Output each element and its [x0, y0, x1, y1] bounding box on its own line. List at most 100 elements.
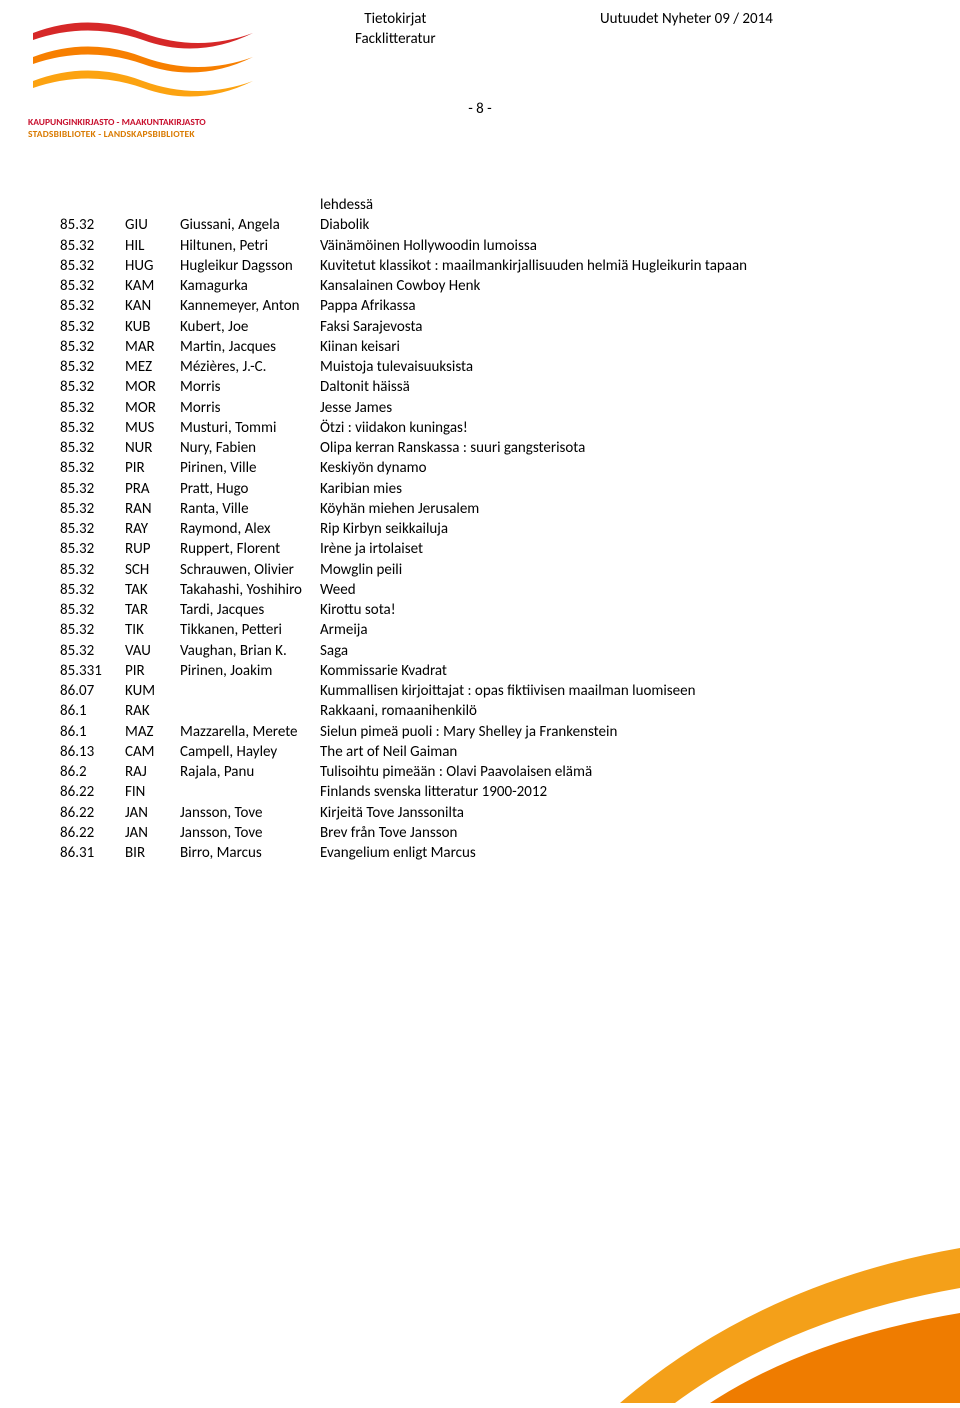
author-name: Jansson, Tove — [180, 803, 320, 823]
continuation-line: lehdessä — [320, 195, 900, 215]
author-name: Jansson, Tove — [180, 823, 320, 843]
class-code: 85.32 — [60, 458, 125, 478]
table-row: 85.32HILHiltunen, PetriVäinämöinen Holly… — [60, 236, 900, 256]
author-name: Mazzarella, Merete — [180, 722, 320, 742]
table-row: 86.1MAZMazzarella, MereteSielun pimeä pu… — [60, 722, 900, 742]
class-code: 85.32 — [60, 418, 125, 438]
author-name: Hugleikur Dagsson — [180, 256, 320, 276]
table-row: 85.32NURNury, FabienOlipa kerran Ranskas… — [60, 438, 900, 458]
author-name: Campell, Hayley — [180, 742, 320, 762]
author-abbr: JAN — [125, 823, 180, 843]
author-name: Schrauwen, Olivier — [180, 560, 320, 580]
table-row: 86.1RAK Rakkaani, romaanihenkilö — [60, 701, 900, 721]
class-code: 86.1 — [60, 722, 125, 742]
author-abbr: MEZ — [125, 357, 180, 377]
class-code: 85.32 — [60, 620, 125, 640]
book-title: Brev från Tove Jansson — [320, 823, 900, 843]
class-code: 86.1 — [60, 701, 125, 721]
table-row: 85.32HUGHugleikur DagssonKuvitetut klass… — [60, 256, 900, 276]
author-abbr: MOR — [125, 398, 180, 418]
author-abbr: RAN — [125, 499, 180, 519]
book-title: Kummallisen kirjoittajat : opas fiktiivi… — [320, 681, 900, 701]
table-row: 85.32GIUGiussani, AngelaDiabolik — [60, 215, 900, 235]
author-name: Musturi, Tommi — [180, 418, 320, 438]
book-title: Rakkaani, romaanihenkilö — [320, 701, 900, 721]
page-number: - 8 - — [0, 100, 960, 118]
library-logo: KAUPUNGINKIRJASTO - MAAKUNTAKIRJASTO STA… — [28, 15, 288, 141]
book-title: Jesse James — [320, 398, 900, 418]
author-abbr: TIK — [125, 620, 180, 640]
table-row: 85.32SCHSchrauwen, OlivierMowglin peili — [60, 560, 900, 580]
author-name: Martin, Jacques — [180, 337, 320, 357]
author-abbr: KUB — [125, 317, 180, 337]
book-title: Keskiyön dynamo — [320, 458, 900, 478]
book-title: Kirjeitä Tove Janssonilta — [320, 803, 900, 823]
author-abbr: MUS — [125, 418, 180, 438]
author-abbr: FIN — [125, 782, 180, 802]
class-code: 85.32 — [60, 438, 125, 458]
class-code: 85.32 — [60, 499, 125, 519]
author-abbr: RAK — [125, 701, 180, 721]
class-code: 86.2 — [60, 762, 125, 782]
book-title: Pappa Afrikassa — [320, 296, 900, 316]
book-title: Daltonit häissä — [320, 377, 900, 397]
class-code: 85.32 — [60, 317, 125, 337]
author-abbr: CAM — [125, 742, 180, 762]
header-title-line2: Facklitteratur — [355, 30, 436, 50]
author-abbr: BIR — [125, 843, 180, 863]
table-row: 86.07KUMKummallisen kirjoittajat : opas … — [60, 681, 900, 701]
book-title: Kansalainen Cowboy Henk — [320, 276, 900, 296]
author-abbr: RAY — [125, 519, 180, 539]
book-title: Kommissarie Kvadrat — [320, 661, 900, 681]
class-code: 85.32 — [60, 519, 125, 539]
book-title: Sielun pimeä puoli : Mary Shelley ja Fra… — [320, 722, 900, 742]
class-code: 86.22 — [60, 823, 125, 843]
book-title: Ötzi : viidakon kuningas! — [320, 418, 900, 438]
class-code: 86.22 — [60, 803, 125, 823]
table-row: 86.22JANJansson, ToveBrev från Tove Jans… — [60, 823, 900, 843]
book-title: Tulisoihtu pimeään : Olavi Paavolaisen e… — [320, 762, 900, 782]
book-title: Finlands svenska litteratur 1900-2012 — [320, 782, 900, 802]
book-title: Muistoja tulevaisuuksista — [320, 357, 900, 377]
author-name: Kannemeyer, Anton — [180, 296, 320, 316]
logo-waves-icon — [28, 15, 258, 105]
class-code: 85.32 — [60, 215, 125, 235]
book-title: Olipa kerran Ranskassa : suuri gangsteri… — [320, 438, 900, 458]
table-row: 85.32RUPRuppert, FlorentIrène ja irtolai… — [60, 539, 900, 559]
class-code: 85.32 — [60, 276, 125, 296]
class-code: 85.32 — [60, 337, 125, 357]
author-abbr: MAZ — [125, 722, 180, 742]
book-title: The art of Neil Gaiman — [320, 742, 900, 762]
author-name: Giussani, Angela — [180, 215, 320, 235]
table-row: 85.32RAYRaymond, AlexRip Kirbyn seikkail… — [60, 519, 900, 539]
table-row: 85.32MARMartin, JacquesKiinan keisari — [60, 337, 900, 357]
table-row: 85.32TIKTikkanen, PetteriArmeija — [60, 620, 900, 640]
class-code: 85.32 — [60, 357, 125, 377]
author-name: Pratt, Hugo — [180, 479, 320, 499]
table-row: 85.32MEZMézières, J.-C.Muistoja tulevais… — [60, 357, 900, 377]
book-title: Mowglin peili — [320, 560, 900, 580]
header-category: Tietokirjat Facklitteratur — [355, 10, 436, 49]
author-name: Tardi, Jacques — [180, 600, 320, 620]
author-abbr: VAU — [125, 641, 180, 661]
class-code: 86.07 — [60, 681, 125, 701]
table-row: 85.331PIRPirinen, JoakimKommissarie Kvad… — [60, 661, 900, 681]
author-name: Ranta, Ville — [180, 499, 320, 519]
class-code: 85.32 — [60, 256, 125, 276]
author-abbr: MOR — [125, 377, 180, 397]
author-name: Pirinen, Joakim — [180, 661, 320, 681]
author-abbr: HIL — [125, 236, 180, 256]
table-row: 85.32KUBKubert, JoeFaksi Sarajevosta — [60, 317, 900, 337]
author-name: Mézières, J.-C. — [180, 357, 320, 377]
author-abbr: PRA — [125, 479, 180, 499]
author-abbr: TAK — [125, 580, 180, 600]
book-title: Evangelium enligt Marcus — [320, 843, 900, 863]
book-title: Kiinan keisari — [320, 337, 900, 357]
author-abbr: GIU — [125, 215, 180, 235]
book-title: Rip Kirbyn seikkailuja — [320, 519, 900, 539]
book-title: Weed — [320, 580, 900, 600]
author-name: Raymond, Alex — [180, 519, 320, 539]
author-abbr: PIR — [125, 661, 180, 681]
table-row: 86.31BIRBirro, MarcusEvangelium enligt M… — [60, 843, 900, 863]
table-row: 85.32KANKannemeyer, AntonPappa Afrikassa — [60, 296, 900, 316]
